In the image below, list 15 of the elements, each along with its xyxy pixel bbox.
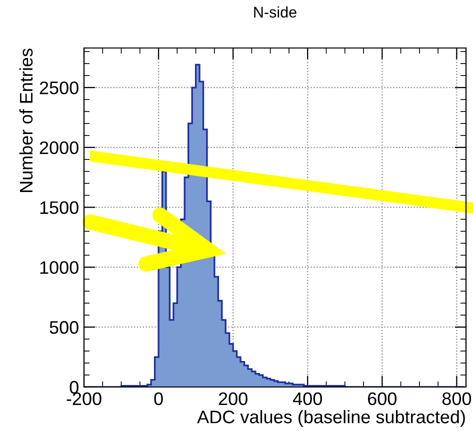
y-tick-label: 500 <box>50 321 78 334</box>
y-tick-label: 1000 <box>40 261 78 274</box>
x-tick-label: 600 <box>368 392 397 406</box>
x-tick-label: 0 <box>154 392 163 406</box>
chart-title: N-side <box>254 6 296 18</box>
y-tick-label: 2000 <box>40 141 78 154</box>
x-axis-title: ADC values (baseline subtracted) <box>197 410 465 427</box>
x-tick-label: 400 <box>292 392 322 406</box>
y-axis-title: Number of Entries <box>19 48 33 192</box>
x-tick-label: 800 <box>442 392 472 406</box>
y-tick-label: 1500 <box>40 201 78 214</box>
y-tick-label: 0 <box>70 380 78 394</box>
x-tick-label: -200 <box>66 392 102 406</box>
y-tick-label: 2500 <box>40 81 78 94</box>
x-tick-label: 200 <box>218 392 248 406</box>
